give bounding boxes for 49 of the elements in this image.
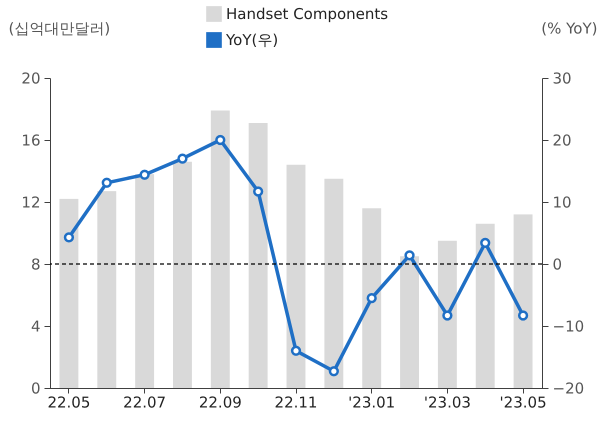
legend-label: Handset Components: [226, 5, 388, 23]
x-tick-label: 22.09: [198, 394, 242, 412]
bar: [476, 224, 495, 388]
y2-tick-label: 0: [552, 256, 562, 274]
bar: [210, 110, 230, 388]
point: [518, 310, 528, 321]
y2-tick-label: 10: [552, 194, 572, 212]
bar: [59, 198, 78, 388]
bar: [97, 191, 116, 388]
y2-tick-label: −20: [552, 380, 584, 398]
y-tick-label: 20: [21, 70, 40, 88]
point: [215, 134, 226, 146]
y2-tick-label: −10: [552, 318, 584, 336]
x-tick-label: 22.05: [47, 394, 90, 412]
point: [442, 310, 453, 321]
y2-tick-label: 30: [552, 70, 572, 88]
x-tick-label: '23.05: [500, 394, 547, 412]
bar: [135, 174, 154, 388]
point: [253, 186, 264, 197]
point: [64, 232, 74, 242]
point: [366, 292, 377, 304]
point: [404, 250, 415, 260]
point: [290, 346, 302, 356]
legend-label: YoY(우): [225, 31, 278, 49]
point: [480, 238, 490, 248]
y-tick-label: 12: [21, 194, 40, 212]
point: [139, 170, 150, 180]
bar: [173, 162, 192, 388]
bar: [362, 208, 382, 388]
bar: [286, 164, 306, 388]
y-tick-label: 0: [30, 380, 40, 398]
bar: [248, 122, 268, 388]
x-tick-label: '23.03: [424, 394, 471, 412]
bar: [438, 240, 457, 388]
y-axis-title: (십억대만달러): [8, 20, 110, 38]
y2-axis-title: (% YoY): [541, 20, 598, 38]
y-tick-label: 8: [30, 256, 40, 274]
bar: [400, 256, 419, 388]
point: [102, 178, 112, 188]
x-tick-label: 22.07: [123, 394, 166, 412]
x-tick-label: '23.01: [348, 394, 396, 412]
point: [177, 153, 188, 164]
y-tick-label: 4: [30, 318, 40, 336]
point: [328, 366, 339, 376]
x-tick-label: 22.11: [274, 394, 318, 412]
bar: [324, 178, 344, 388]
bar: [514, 214, 533, 388]
y-tick-label: 16: [21, 132, 40, 150]
y2-tick-label: 20: [552, 132, 572, 150]
